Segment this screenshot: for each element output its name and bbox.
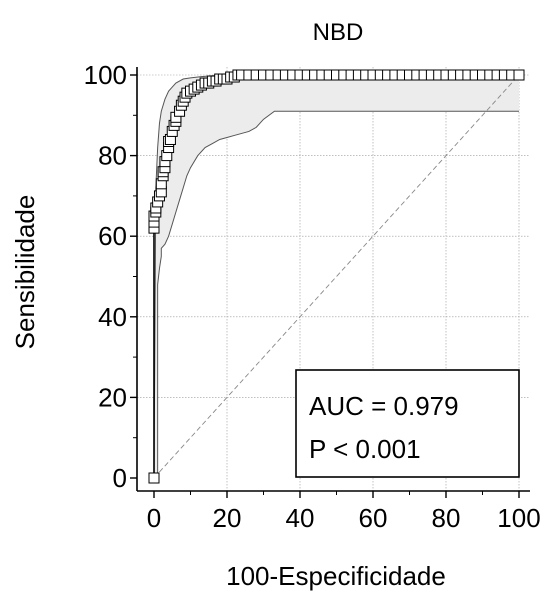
x-axis-label: 100-Especificidade <box>226 561 446 591</box>
chart-title: NBD <box>313 19 364 46</box>
annotation-frame <box>295 369 520 478</box>
x-tick-label: 40 <box>286 503 315 533</box>
y-tick-label: 40 <box>98 302 127 332</box>
x-tick-label: 80 <box>432 503 461 533</box>
roc-point-marker <box>513 69 525 81</box>
tick-labels: 0 20 40 60 80 100 0 20 40 60 80 100 <box>84 60 541 533</box>
confidence-band <box>154 75 519 478</box>
reference-diagonal-line <box>153 74 520 479</box>
x-tick-label: 100 <box>497 503 540 533</box>
y-tick-label: 0 <box>113 463 127 493</box>
y-tick-label: 80 <box>98 141 127 171</box>
y-tick-label: 100 <box>84 60 127 90</box>
y-tick-label: 20 <box>98 382 127 412</box>
x-tick-label: 20 <box>213 503 242 533</box>
y-tick-label: 60 <box>98 221 127 251</box>
series-layer <box>148 69 525 484</box>
lower-ci-line <box>154 110 519 479</box>
x-tick-label: 0 <box>147 503 161 533</box>
x-tick-label: 60 <box>359 503 388 533</box>
roc-markers <box>148 69 525 484</box>
roc-point-marker <box>148 472 160 484</box>
auc-label: AUC = 0.979 <box>309 391 459 421</box>
p-value-label: P < 0.001 <box>309 434 421 464</box>
y-axis-label: Sensibilidade <box>10 195 40 350</box>
axes <box>136 67 530 492</box>
auc-annotation-box: AUC = 0.979 P < 0.001 <box>295 369 520 478</box>
